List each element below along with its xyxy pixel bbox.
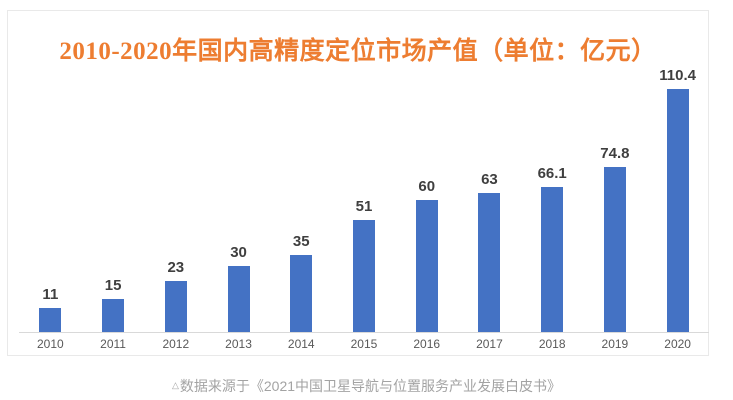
x-tick-label-2015: 2015 xyxy=(350,337,378,351)
bar-2010 xyxy=(39,308,62,332)
bar-2018 xyxy=(541,187,564,332)
bar-value-label-2017: 63 xyxy=(481,171,498,188)
bar-column-2019: 74.8 xyxy=(584,11,647,332)
source-caption-text: 数据来源于《2021中国卫星导航与位置服务产业发展白皮书》 xyxy=(179,378,562,394)
bar-2016 xyxy=(415,200,438,332)
footnote-marker: △ xyxy=(171,380,179,390)
bar-column-2015: 51 xyxy=(333,11,396,332)
bar-2012 xyxy=(164,281,187,332)
x-axis: 2010 2011 2012 2013 2014 2015 2016 2017 2018 2019… xyxy=(19,333,709,355)
bar-value-label-2018: 66.1 xyxy=(537,165,567,182)
bar-value-label-2020: 110.4 xyxy=(659,67,696,84)
bar-value-label-2012: 23 xyxy=(167,259,185,276)
x-tick-label-2011: 2011 xyxy=(100,337,126,351)
bar-value-label-2013: 30 xyxy=(230,244,247,261)
x-tick-label-2016: 2016 xyxy=(413,337,441,351)
bar-2015 xyxy=(352,220,375,332)
bar-2014 xyxy=(290,255,313,332)
x-tick-label-2019: 2019 xyxy=(601,337,629,351)
x-tick-label-2010: 2010 xyxy=(37,337,64,351)
bar-2017 xyxy=(478,193,501,332)
bar-value-label-2019: 74.8 xyxy=(600,145,630,162)
x-tick-label-2013: 2013 xyxy=(225,337,252,351)
bar-column-2014: 35 xyxy=(270,11,333,332)
bar-column-2011: 15 xyxy=(82,11,145,332)
x-tick-label-2014: 2014 xyxy=(287,337,315,351)
source-caption: △数据来源于《2021中国卫星导航与位置服务产业发展白皮书》 xyxy=(0,376,733,396)
bar-column-2017: 63 xyxy=(458,11,521,332)
x-tick-label-2012: 2012 xyxy=(162,337,190,351)
x-tick-label-2017: 2017 xyxy=(476,337,503,351)
bar-column-2013: 30 xyxy=(207,11,270,332)
bar-column-2012: 23 xyxy=(144,11,207,332)
plot-area: 11 15 23 30 35 51 60 63 66.1 74.8 110.4 xyxy=(19,11,709,333)
bar-2020 xyxy=(666,89,689,332)
chart-title: 2010-2020年国内高精度定位市场产值（单位：亿元） xyxy=(59,38,657,65)
bar-2011 xyxy=(102,299,125,332)
bar-column-2020: 110.4 xyxy=(646,11,709,332)
bar-column-2018: 66.1 xyxy=(521,11,584,332)
bar-value-label-2015: 51 xyxy=(355,198,373,215)
bar-value-label-2010: 11 xyxy=(42,286,59,303)
bar-value-label-2016: 60 xyxy=(418,178,436,195)
x-tick-label-2020: 2020 xyxy=(664,337,691,351)
bar-column-2010: 11 xyxy=(19,11,82,332)
bar-2019 xyxy=(603,167,626,332)
x-tick-label-2018: 2018 xyxy=(538,337,566,351)
bar-value-label-2011: 15 xyxy=(104,277,122,294)
bar-value-label-2014: 35 xyxy=(292,233,310,250)
chart-card: 2010-2020年国内高精度定位市场产值（单位：亿元） 11 15 23 30 35 5… xyxy=(7,10,709,356)
bar-column-2016: 60 xyxy=(395,11,458,332)
bar-2013 xyxy=(227,266,250,332)
